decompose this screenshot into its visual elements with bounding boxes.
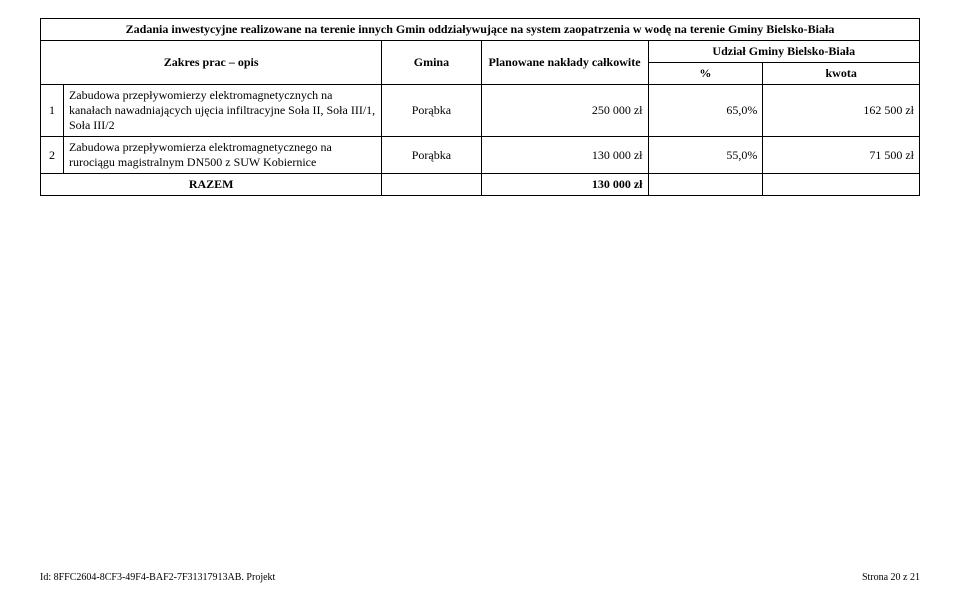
table-row: 1 Zabudowa przepływomierzy elektromagnet…: [41, 85, 920, 137]
header-planned: Planowane nakłady całkowite: [481, 41, 648, 85]
row-gmina: Porąbka: [382, 85, 481, 137]
table-row: 2 Zabudowa przepływomierza elektromagnet…: [41, 137, 920, 174]
row-desc: Zabudowa przepływomierzy elektromagnetyc…: [63, 85, 381, 137]
total-kwota-blank: [763, 174, 920, 196]
header-row-1: Zakres prac – opis Gmina Planowane nakła…: [41, 41, 920, 63]
row-percent: 55,0%: [648, 137, 763, 174]
header-scope: Zakres prac – opis: [41, 41, 382, 85]
row-planned: 250 000 zł: [481, 85, 648, 137]
total-row: RAZEM 130 000 zł: [41, 174, 920, 196]
header-percent: %: [648, 63, 763, 85]
row-gmina: Porąbka: [382, 137, 481, 174]
header-share: Udział Gminy Bielsko-Biała: [648, 41, 919, 63]
investment-table: Zadania inwestycyjne realizowane na tere…: [40, 18, 920, 196]
header-gmina: Gmina: [382, 41, 481, 85]
row-planned: 130 000 zł: [481, 137, 648, 174]
total-label: RAZEM: [41, 174, 382, 196]
total-gmina-blank: [382, 174, 481, 196]
row-number: 1: [41, 85, 64, 137]
table-title: Zadania inwestycyjne realizowane na tere…: [41, 19, 920, 41]
total-planned: 130 000 zł: [481, 174, 648, 196]
row-kwota: 71 500 zł: [763, 137, 920, 174]
row-kwota: 162 500 zł: [763, 85, 920, 137]
row-number: 2: [41, 137, 64, 174]
footer-page: Strona 20 z 21: [862, 572, 920, 583]
header-kwota: kwota: [763, 63, 920, 85]
row-desc: Zabudowa przepływomierza elektromagnetyc…: [63, 137, 381, 174]
total-percent-blank: [648, 174, 763, 196]
page-footer: Id: 8FFC2604-8CF3-49F4-BAF2-7F31317913AB…: [40, 572, 920, 583]
footer-id: Id: 8FFC2604-8CF3-49F4-BAF2-7F31317913AB…: [40, 572, 275, 583]
row-percent: 65,0%: [648, 85, 763, 137]
table-title-row: Zadania inwestycyjne realizowane na tere…: [41, 19, 920, 41]
